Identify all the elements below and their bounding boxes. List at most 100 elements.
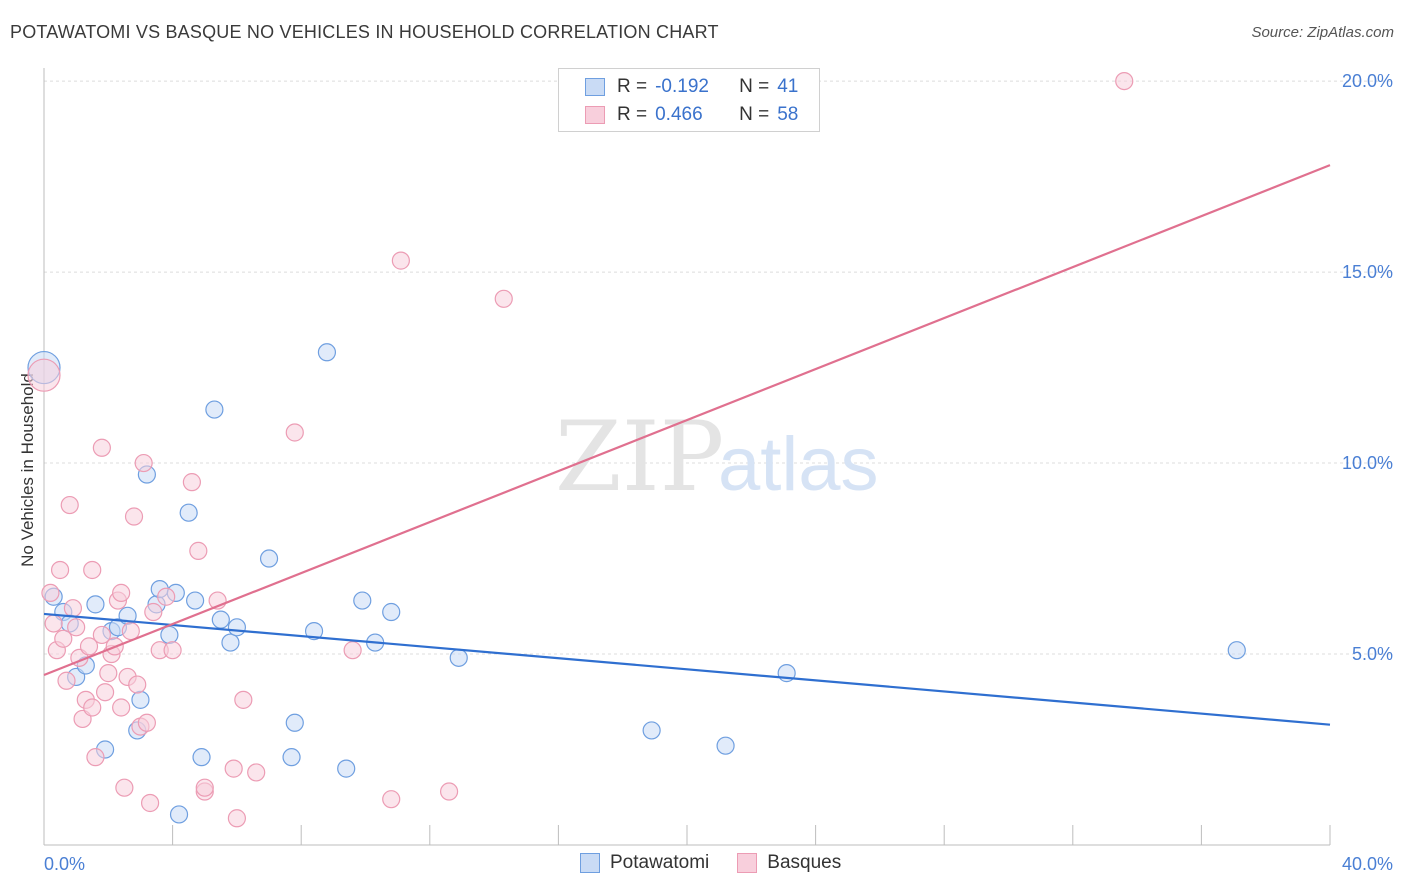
data-point-basques bbox=[343, 641, 362, 660]
series-legend: Potawatomi Basques bbox=[580, 852, 869, 874]
data-point-potawatomi bbox=[716, 736, 735, 755]
data-point-basques bbox=[494, 289, 513, 308]
data-point-basques bbox=[391, 251, 410, 270]
data-point-potawatomi bbox=[259, 549, 279, 568]
legend-r-value: 0.466 bbox=[655, 104, 703, 125]
data-point-basques bbox=[182, 473, 201, 492]
data-point-potawatomi bbox=[86, 595, 105, 614]
x-tick-label: 40.0% bbox=[1342, 854, 1393, 874]
correlation-legend: R = -0.192 N = 41 R = 0.466 N = 58 bbox=[558, 68, 820, 132]
data-point-basques bbox=[95, 683, 115, 702]
watermark-atlas: atlas bbox=[718, 422, 879, 507]
data-point-basques bbox=[247, 763, 266, 782]
legend-row-basques: R = 0.466 N = 58 bbox=[585, 103, 798, 127]
data-point-basques bbox=[44, 614, 63, 633]
data-point-potawatomi bbox=[642, 721, 661, 740]
data-point-basques bbox=[157, 587, 176, 606]
data-point-basques bbox=[1115, 71, 1134, 91]
data-point-basques bbox=[140, 793, 160, 813]
series-swatch-basques bbox=[737, 853, 758, 873]
y-tick-label: 15.0% bbox=[1342, 262, 1393, 282]
data-point-potawatomi bbox=[317, 343, 337, 362]
data-point-potawatomi bbox=[1227, 641, 1246, 660]
data-point-basques bbox=[227, 809, 246, 828]
data-point-basques bbox=[224, 759, 243, 778]
legend-n-label: N = bbox=[739, 104, 770, 125]
data-point-basques bbox=[112, 698, 131, 717]
data-point-basques bbox=[41, 583, 60, 603]
data-point-basques bbox=[115, 778, 134, 797]
source-credit: Source: ZipAtlas.com bbox=[1251, 24, 1394, 41]
series-name-basques: Basques bbox=[767, 852, 842, 873]
data-point-potawatomi bbox=[227, 618, 246, 637]
data-point-basques bbox=[439, 782, 459, 801]
data-point-potawatomi bbox=[205, 400, 224, 419]
data-point-potawatomi bbox=[160, 625, 179, 645]
data-point-basques bbox=[128, 675, 147, 694]
axes bbox=[43, 68, 1331, 846]
y-tick-label: 20.0% bbox=[1342, 71, 1393, 91]
data-point-basques bbox=[83, 560, 102, 580]
data-point-basques bbox=[124, 507, 144, 526]
data-point-potawatomi bbox=[192, 748, 211, 767]
data-point-basques bbox=[86, 748, 105, 767]
data-point-basques bbox=[27, 358, 61, 392]
data-point-basques bbox=[79, 637, 99, 656]
legend-swatch-potawatomi bbox=[585, 78, 605, 96]
data-point-potawatomi bbox=[382, 602, 401, 622]
data-point-potawatomi bbox=[221, 633, 240, 652]
legend-row-potawatomi: R = -0.192 N = 41 bbox=[585, 75, 798, 99]
data-point-basques bbox=[189, 541, 208, 560]
data-point-basques bbox=[144, 602, 163, 622]
data-point-potawatomi bbox=[169, 805, 189, 824]
data-point-basques bbox=[195, 778, 214, 797]
data-point-basques bbox=[63, 599, 83, 618]
data-point-basques bbox=[285, 423, 304, 442]
data-point-basques bbox=[57, 671, 76, 690]
data-point-basques bbox=[92, 625, 111, 645]
x-tick-label: 0.0% bbox=[44, 854, 85, 874]
data-point-basques bbox=[134, 453, 153, 473]
legend-r-label: R = bbox=[617, 104, 648, 125]
data-point-potawatomi bbox=[211, 610, 230, 629]
chart-title: POTAWATOMI VS BASQUE NO VEHICLES IN HOUS… bbox=[10, 22, 719, 42]
legend-n-value: 58 bbox=[777, 104, 799, 125]
data-point-basques bbox=[137, 713, 156, 732]
legend-n-value: 41 bbox=[777, 76, 799, 97]
data-point-potawatomi bbox=[131, 690, 150, 709]
data-point-basques bbox=[67, 618, 86, 637]
data-point-potawatomi bbox=[449, 648, 468, 667]
data-point-basques bbox=[163, 641, 182, 660]
watermark-zip: ZIP bbox=[555, 401, 724, 513]
grid-lines bbox=[44, 80, 1392, 655]
data-point-basques bbox=[112, 583, 131, 603]
data-point-basques bbox=[83, 698, 102, 717]
data-point-basques bbox=[99, 664, 118, 683]
data-point-basques bbox=[121, 622, 140, 641]
data-point-basques bbox=[382, 790, 401, 809]
series-swatch-potawatomi bbox=[580, 853, 600, 873]
legend-r-label: R = bbox=[617, 76, 648, 97]
data-point-potawatomi bbox=[179, 503, 198, 522]
data-point-basques bbox=[54, 629, 73, 648]
data-point-potawatomi bbox=[282, 748, 301, 767]
data-point-basques bbox=[234, 690, 253, 709]
series-legend-basques: Basques bbox=[737, 852, 841, 874]
legend-n-label: N = bbox=[739, 76, 770, 97]
data-point-potawatomi bbox=[304, 622, 324, 641]
data-point-basques bbox=[60, 495, 79, 515]
tick-labels: 5.0% 10.0% 15.0% 20.0% 0.0% 40.0% bbox=[44, 71, 1393, 874]
y-tick-label: 10.0% bbox=[1342, 453, 1393, 473]
trend-line-basques bbox=[43, 164, 1331, 677]
trend-line-potawatomi bbox=[43, 612, 1331, 726]
data-point-potawatomi bbox=[353, 591, 372, 610]
y-tick-label: 5.0% bbox=[1352, 644, 1393, 664]
data-point-basques bbox=[92, 438, 111, 457]
trend-lines bbox=[43, 164, 1331, 726]
data-point-potawatomi bbox=[285, 713, 304, 732]
data-point-potawatomi bbox=[337, 759, 356, 778]
series-name-potawatomi: Potawatomi bbox=[610, 852, 710, 873]
data-point-basques bbox=[50, 560, 70, 580]
